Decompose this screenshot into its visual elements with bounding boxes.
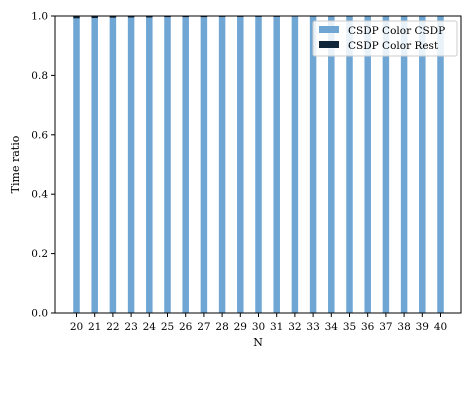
bar-csdp-40 [437, 16, 444, 314]
bar-csdp-24 [146, 17, 153, 314]
bar-csdp-28 [218, 16, 226, 314]
bar-csdp-30 [255, 16, 262, 314]
x-tick-label: 22 [106, 321, 119, 333]
x-tick-label: 34 [325, 321, 339, 333]
y-tick-label: 0.2 [31, 248, 48, 260]
y-tick-label: 0.6 [31, 129, 48, 141]
x-tick-label: 37 [379, 321, 392, 333]
bar-csdp-39 [419, 16, 426, 314]
bar-csdp-20 [73, 18, 80, 313]
bar-rest-25 [164, 16, 171, 18]
legend-swatch-rest [319, 41, 339, 48]
bars-layer [73, 16, 444, 314]
legend-label-rest: CSDP Color Rest [348, 40, 439, 52]
bar-rest-21 [91, 16, 98, 19]
bar-csdp-35 [346, 16, 353, 314]
bar-csdp-26 [182, 17, 189, 314]
bar-csdp-36 [364, 16, 371, 314]
legend: CSDP Color CSDP CSDP Color Rest [312, 20, 458, 57]
bar-csdp-29 [237, 16, 244, 314]
x-axis-ticks: 20 21 22 23 24 25 26 27 28 29 30 31 32 33 34 35 36 37 38 39… [70, 313, 447, 333]
legend-label-csdp: CSDP Color CSDP [348, 25, 445, 37]
y-axis-label: Time ratio [9, 135, 22, 193]
bar-csdp-23 [127, 17, 135, 314]
bar-csdp-33 [309, 16, 317, 314]
bar-csdp-22 [109, 17, 117, 313]
legend-swatch-csdp [319, 26, 339, 33]
bar-csdp-34 [328, 16, 335, 314]
y-tick-label: 0.0 [31, 308, 48, 320]
x-tick-label: 29 [234, 321, 247, 333]
x-tick-label: 39 [416, 321, 429, 333]
x-tick-label: 31 [270, 321, 283, 333]
x-tick-label: 36 [361, 321, 375, 333]
x-tick-label: 24 [143, 321, 157, 333]
bar-csdp-32 [291, 16, 299, 314]
x-axis-label: N [253, 336, 263, 349]
x-tick-label: 35 [343, 321, 356, 333]
bar-rest-23 [127, 16, 135, 18]
legend-box [312, 20, 458, 57]
bar-rest-26 [182, 16, 189, 18]
bar-csdp-38 [400, 16, 408, 314]
bar-csdp-27 [200, 17, 208, 314]
bar-rest-27 [200, 16, 208, 18]
x-tick-label: 21 [88, 321, 101, 333]
bar-rest-20 [73, 16, 80, 19]
bar-csdp-37 [382, 16, 390, 314]
x-tick-label: 33 [306, 321, 319, 333]
bar-csdp-21 [91, 18, 98, 313]
bar-csdp-31 [273, 16, 280, 314]
x-tick-label: 23 [124, 321, 137, 333]
x-tick-label: 38 [397, 321, 410, 333]
bar-csdp-25 [164, 17, 171, 314]
x-tick-label: 25 [161, 321, 174, 333]
y-tick-label: 0.8 [31, 70, 48, 82]
x-tick-label: 40 [434, 321, 447, 333]
bar-rest-24 [146, 16, 153, 18]
x-tick-label: 27 [197, 321, 210, 333]
y-axis-ticks: 0.0 0.2 0.4 0.6 0.8 1.0 [31, 11, 55, 320]
x-tick-label: 32 [288, 321, 301, 333]
x-tick-label: 30 [252, 321, 265, 333]
bar-rest-22 [109, 16, 117, 18]
x-tick-label: 20 [70, 321, 83, 333]
y-tick-label: 1.0 [31, 11, 48, 23]
x-tick-label: 26 [179, 321, 193, 333]
x-tick-label: 28 [215, 321, 228, 333]
y-tick-label: 0.4 [31, 189, 48, 201]
